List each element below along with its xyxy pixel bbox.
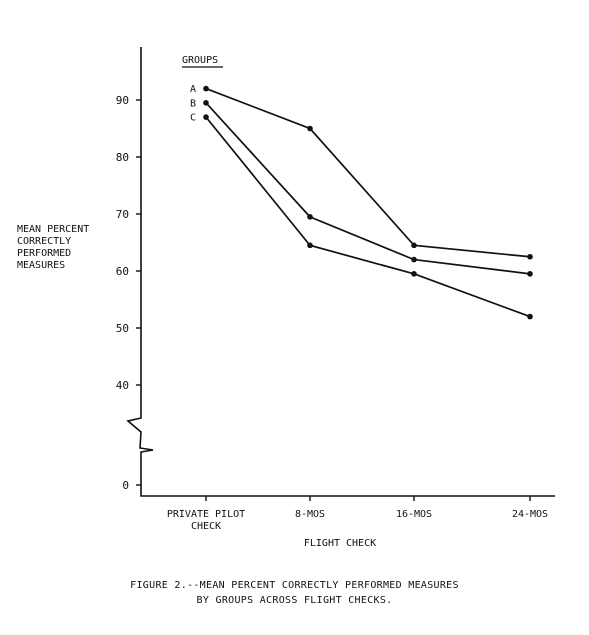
- x-category-label: 8-MOS: [295, 509, 325, 520]
- y-axis-label-line: PERFORMED: [17, 248, 71, 259]
- y-axis-ticks: 0 40 50 60 70 80 90: [116, 94, 141, 492]
- x-category-label: 24-MOS: [512, 509, 548, 520]
- y-axis-label-line: CORRECTLY: [17, 236, 71, 247]
- y-tick-label: 70: [116, 208, 129, 221]
- y-axis-label-line: MEASURES: [17, 260, 65, 271]
- data-point-b: [203, 100, 209, 106]
- y-tick-label: 40: [116, 379, 129, 392]
- x-axis-label: FLIGHT CHECK: [304, 538, 376, 549]
- y-tick-label: 60: [116, 265, 129, 278]
- series-label-a: A: [190, 84, 196, 95]
- chart-axes: [126, 47, 555, 501]
- x-category-label: PRIVATE PILOT: [167, 509, 245, 520]
- data-point-b: [411, 256, 417, 263]
- x-category-label: 16-MOS: [396, 509, 432, 520]
- legend: GROUPS: [182, 55, 223, 68]
- data-point-c: [411, 271, 417, 277]
- figure-caption-line-1: FIGURE 2.--MEAN PERCENT CORRECTLY PERFOR…: [130, 580, 459, 591]
- data-point-a: [203, 85, 209, 92]
- data-point-a: [307, 125, 313, 132]
- series-label-b: B: [190, 98, 196, 109]
- y-tick-label: 80: [116, 151, 129, 164]
- y-tick-label: 50: [116, 322, 129, 335]
- y-tick-label: 0: [122, 479, 129, 492]
- y-tick-label: 90: [116, 94, 129, 107]
- series-line-c: [205, 116, 531, 318]
- series-line-a: [205, 87, 531, 258]
- data-point-a: [527, 253, 533, 260]
- data-point-c: [527, 313, 533, 320]
- series-label-c: C: [190, 113, 196, 124]
- y-axis-label-line: MEAN PERCENT: [17, 224, 89, 235]
- data-point-c: [203, 114, 209, 120]
- data-point-b: [527, 271, 533, 277]
- figure-caption-line-2: BY GROUPS ACROSS FLIGHT CHECKS.: [196, 595, 393, 606]
- data-point-a: [411, 242, 417, 249]
- data-point-c: [307, 242, 313, 249]
- series-line-b: [205, 102, 531, 275]
- axis-lines: [126, 47, 555, 497]
- legend-title: GROUPS: [182, 55, 218, 66]
- data-point-b: [307, 214, 313, 220]
- x-category-label: CHECK: [191, 521, 221, 532]
- series-lines: ABC: [190, 84, 533, 320]
